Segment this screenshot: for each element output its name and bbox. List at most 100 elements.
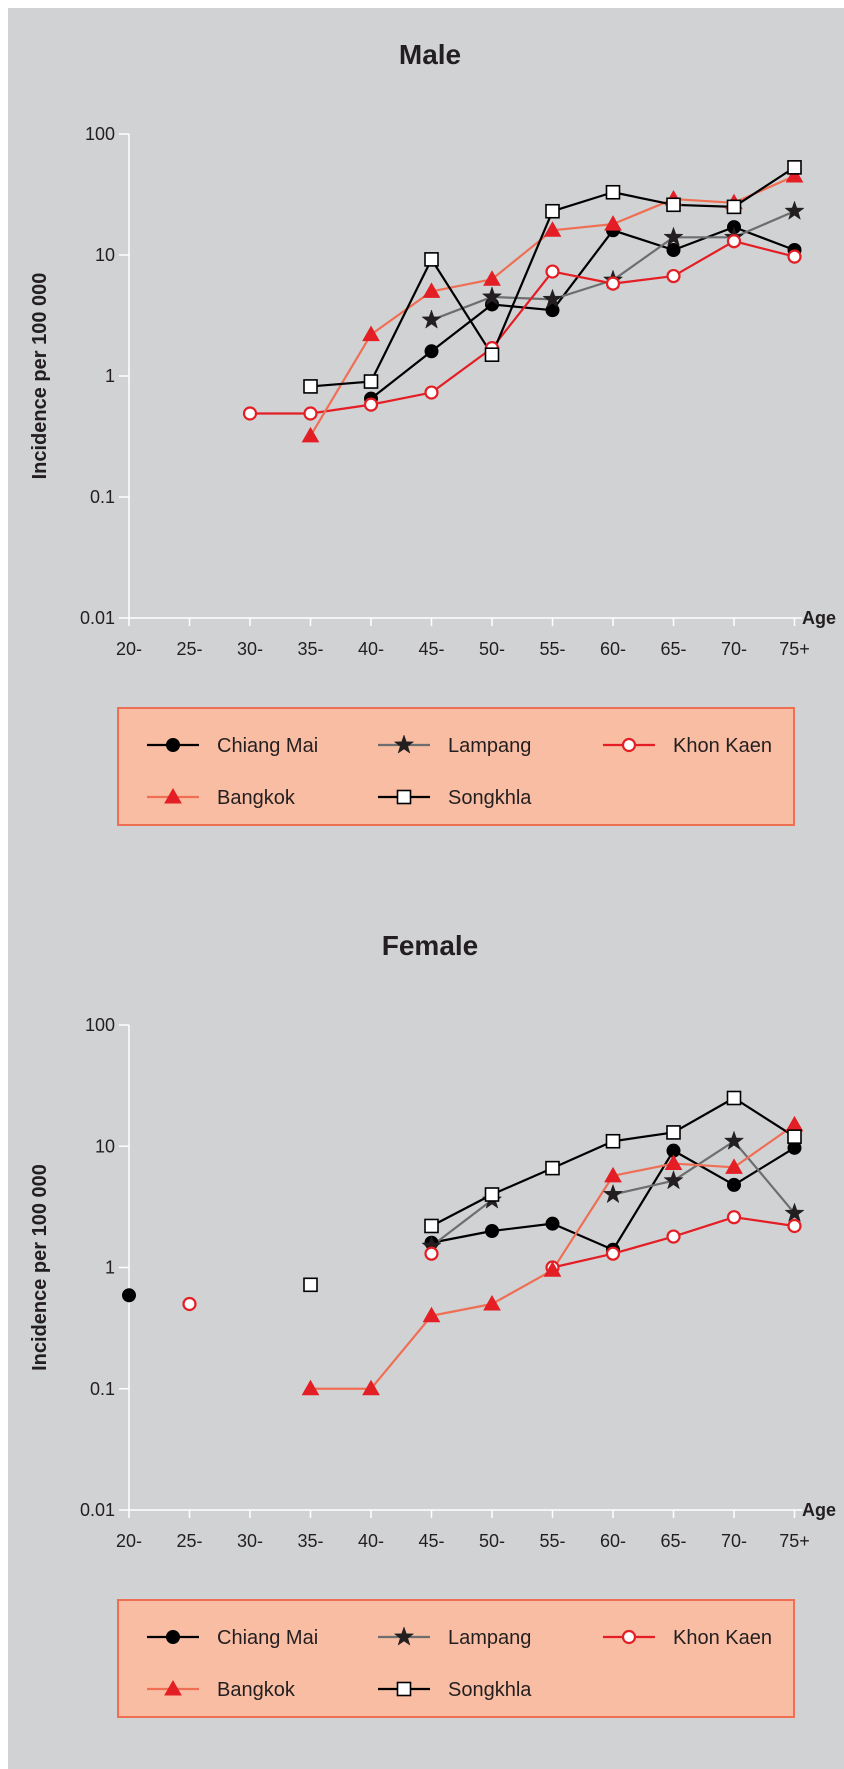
x-tick-label: 60- <box>600 639 626 659</box>
legend-marker <box>396 1681 412 1697</box>
chart-female: Female Incidence per 100 000 100 10 1 0.1 0.01… <box>29 930 836 1718</box>
point-lampang <box>602 1183 624 1204</box>
point-songkhla <box>303 379 318 394</box>
legend-item-songkhla: Songkhla <box>378 1679 532 1701</box>
point-lampang <box>723 1130 745 1150</box>
legend-marker <box>396 789 412 805</box>
x-tick-label: 70- <box>721 1531 747 1551</box>
point-songkhla <box>484 347 500 362</box>
point-bangkok <box>422 1306 441 1323</box>
legend-label: Khon Kaen <box>673 735 772 757</box>
legend-item-chiang-mai: Chiang Mai <box>147 1627 318 1649</box>
point-khon-kaen <box>787 249 802 264</box>
x-tick-label: 75+ <box>779 639 810 659</box>
series-markers <box>242 160 805 443</box>
x-tick-label: 45- <box>418 1531 444 1551</box>
y-tick-label: 100 <box>85 1015 115 1035</box>
point-bangkok <box>362 325 380 342</box>
legend-marker <box>621 1629 637 1645</box>
x-tick-label: 55- <box>539 1531 565 1551</box>
y-tick-label: 100 <box>85 124 115 144</box>
y-tick-label: 0.01 <box>80 608 115 628</box>
legend-item-khon-kaen: Khon Kaen <box>603 735 772 757</box>
point-chiang-mai <box>545 303 560 318</box>
point-chiang-mai <box>545 1216 560 1231</box>
x-tick-label: 35- <box>297 639 323 659</box>
legend-label: Lampang <box>448 735 531 757</box>
point-songkhla <box>545 203 560 219</box>
legend-label: Lampang <box>448 1627 531 1649</box>
point-khon-kaen <box>787 1218 802 1234</box>
point-chiang-mai <box>727 1177 741 1192</box>
point-khon-kaen <box>424 385 439 400</box>
legend-label: Songkhla <box>448 1679 532 1701</box>
point-chiang-mai <box>666 242 681 257</box>
series-line-chiang-mai <box>370 226 795 400</box>
legend-item-songkhla: Songkhla <box>378 787 532 809</box>
x-axis-label: Age <box>802 1500 836 1520</box>
series-line-lampang <box>430 1199 493 1248</box>
series-line-lampang <box>612 1140 796 1214</box>
y-tick-label: 10 <box>95 245 115 265</box>
point-songkhla <box>666 197 681 213</box>
legend-item-chiang-mai: Chiang Mai <box>147 735 318 757</box>
point-khon-kaen <box>666 268 681 284</box>
legend-item-lampang: Lampang <box>378 1626 531 1649</box>
legend-marker <box>164 787 182 804</box>
y-tick-label: 1 <box>105 1258 115 1278</box>
x-axis-label: Age <box>802 608 836 628</box>
point-khon-kaen <box>545 264 560 279</box>
point-lampang <box>421 309 442 329</box>
x-tick-label: 20- <box>116 1531 142 1551</box>
point-songkhla <box>605 184 621 200</box>
point-bangkok <box>483 1294 501 1311</box>
point-bangkok <box>785 1115 804 1132</box>
y-axis-label: Incidence per 100 000 <box>29 273 51 480</box>
legend-item-bangkok: Bangkok <box>147 787 296 809</box>
x-tick-label: 40- <box>358 639 384 659</box>
x-tick-label: 55- <box>539 639 565 659</box>
legend-item-bangkok: Bangkok <box>147 1679 296 1701</box>
legend: Chiang Mai Lampang Khon Kaen Bangkok Songkhl… <box>117 1599 795 1718</box>
point-songkhla <box>424 1218 439 1234</box>
legend-marker <box>164 1679 182 1696</box>
point-songkhla <box>666 1125 681 1140</box>
point-songkhla <box>605 1133 621 1149</box>
point-chiang-mai <box>424 344 439 359</box>
chart-title: Female <box>382 930 479 961</box>
legend: Chiang Mai Lampang Khon Kaen Bangkok Songkhl… <box>117 707 795 826</box>
point-songkhla <box>484 1187 500 1202</box>
legend-item-khon-kaen: Khon Kaen <box>603 1627 772 1649</box>
point-khon-kaen <box>726 1210 742 1225</box>
point-chiang-mai <box>122 1288 136 1303</box>
point-bangkok <box>664 1154 683 1171</box>
point-bangkok <box>422 282 441 298</box>
x-tick-label: 65- <box>660 639 686 659</box>
figure-panel <box>8 8 844 1769</box>
point-bangkok <box>604 215 622 231</box>
legend-label: Songkhla <box>448 787 532 809</box>
x-tick-label: 70- <box>721 639 747 659</box>
point-bangkok <box>301 1379 320 1396</box>
point-bangkok <box>483 270 501 286</box>
point-khon-kaen <box>666 1229 681 1244</box>
x-tick-label: 40- <box>358 1531 384 1551</box>
x-tick-label: 60- <box>600 1531 626 1551</box>
x-tick-label: 25- <box>176 1531 202 1551</box>
point-bangkok <box>543 1261 562 1277</box>
legend-marker <box>621 737 637 753</box>
point-songkhla <box>726 199 742 215</box>
point-lampang <box>784 1202 805 1222</box>
legend-box <box>117 1599 795 1718</box>
point-bangkok <box>362 1379 380 1396</box>
legend-label: Bangkok <box>217 1679 296 1701</box>
legend-marker <box>393 1626 415 1646</box>
series-line-khon-kaen <box>250 240 795 415</box>
point-songkhla <box>303 1277 318 1293</box>
x-tick-label: 75+ <box>779 1531 810 1551</box>
series-markers <box>122 1090 805 1396</box>
point-songkhla <box>726 1090 742 1106</box>
point-chiang-mai <box>485 1224 499 1239</box>
point-songkhla <box>424 252 439 267</box>
